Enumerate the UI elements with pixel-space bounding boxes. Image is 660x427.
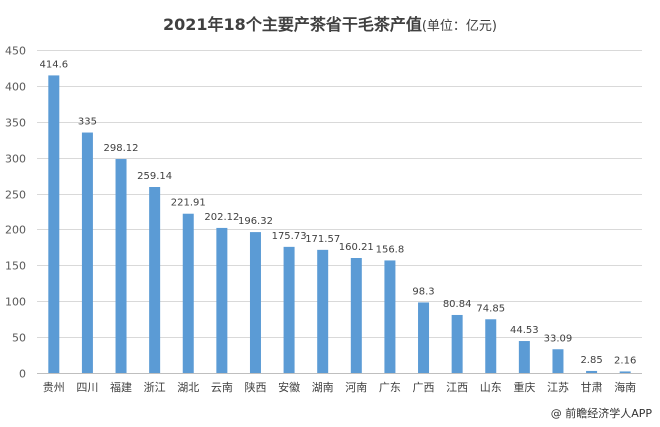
bar bbox=[249, 232, 261, 373]
bars bbox=[48, 75, 631, 373]
data-label: 335 bbox=[78, 117, 97, 128]
data-label: 98.3 bbox=[412, 286, 434, 297]
data-label: 74.85 bbox=[476, 303, 505, 314]
data-label: 2.85 bbox=[580, 355, 602, 366]
y-tick-label: 150 bbox=[5, 260, 26, 273]
y-tick-label: 50 bbox=[12, 332, 26, 345]
credit-watermark: @ 前瞻经济学人APP bbox=[551, 406, 653, 420]
y-tick-label: 300 bbox=[5, 153, 26, 166]
y-tick-label: 200 bbox=[5, 224, 26, 237]
y-tick-label: 350 bbox=[5, 117, 26, 130]
y-tick-label: 100 bbox=[5, 296, 26, 309]
y-axis-ticks: 0 50 100 150 200 250 300 350 400 450 bbox=[5, 45, 26, 381]
x-tick-label: 山东 bbox=[480, 381, 502, 394]
y-tick-label: 250 bbox=[5, 189, 26, 202]
data-label: 221.91 bbox=[171, 198, 206, 209]
y-tick-label: 400 bbox=[5, 81, 26, 94]
bar bbox=[485, 319, 497, 373]
gridlines bbox=[37, 50, 642, 338]
x-tick-label: 四川 bbox=[76, 381, 98, 394]
data-label: 156.8 bbox=[376, 244, 405, 255]
x-tick-label: 广西 bbox=[413, 381, 435, 394]
bar bbox=[81, 132, 93, 373]
data-label: 160.21 bbox=[339, 242, 374, 253]
bar bbox=[48, 75, 60, 373]
x-tick-label: 海南 bbox=[614, 380, 636, 394]
bar bbox=[418, 302, 430, 373]
x-tick-label: 河南 bbox=[345, 381, 367, 394]
x-tick-label: 浙江 bbox=[144, 381, 166, 394]
x-tick-label: 湖北 bbox=[177, 381, 199, 394]
chart-title-main: 2021年18个主要产茶省干毛茶产值 bbox=[163, 15, 422, 34]
data-label: 202.12 bbox=[204, 212, 239, 223]
x-tick-label: 重庆 bbox=[513, 380, 535, 394]
bar bbox=[283, 246, 295, 373]
bar bbox=[317, 249, 329, 373]
data-label: 80.84 bbox=[443, 299, 472, 310]
x-tick-label: 福建 bbox=[110, 380, 132, 394]
bar bbox=[182, 213, 194, 373]
bar bbox=[619, 371, 631, 373]
data-label: 44.53 bbox=[510, 325, 539, 336]
bar bbox=[115, 159, 127, 373]
x-tick-label: 安徽 bbox=[278, 380, 300, 394]
y-tick-label: 450 bbox=[5, 45, 26, 58]
x-tick-label: 江西 bbox=[446, 381, 468, 394]
bar bbox=[518, 341, 530, 373]
chart-title: 2021年18个主要产茶省干毛茶产值(单位：亿元) bbox=[163, 15, 497, 34]
x-tick-label: 广东 bbox=[379, 381, 401, 394]
bar bbox=[149, 187, 161, 373]
data-label: 298.12 bbox=[104, 143, 139, 154]
data-label: 171.57 bbox=[305, 234, 340, 245]
data-label: 196.32 bbox=[238, 216, 273, 227]
bar bbox=[350, 258, 362, 373]
data-label: 175.73 bbox=[272, 231, 307, 242]
x-tick-label: 湖南 bbox=[312, 381, 334, 394]
data-label: 259.14 bbox=[137, 171, 172, 182]
bar bbox=[384, 260, 396, 373]
x-tick-label: 云南 bbox=[211, 381, 233, 394]
x-axis-ticks: 贵州 四川 福建 浙江 湖北 云南 陕西 安徽 湖南 河南 广东 广西 江西 山东 重庆 江苏 甘肃 海南 bbox=[43, 380, 636, 394]
data-label: 33.09 bbox=[544, 333, 573, 344]
x-tick-label: 甘肃 bbox=[581, 381, 603, 394]
bar bbox=[451, 314, 463, 373]
bar bbox=[552, 349, 564, 373]
data-label: 2.16 bbox=[614, 355, 636, 366]
y-tick-label: 0 bbox=[19, 368, 26, 381]
x-tick-label: 陕西 bbox=[244, 380, 266, 394]
bar bbox=[216, 227, 228, 373]
x-tick-label: 江苏 bbox=[547, 381, 569, 394]
bar bbox=[586, 370, 598, 373]
data-label: 414.6 bbox=[39, 59, 68, 70]
x-tick-label: 贵州 bbox=[43, 381, 65, 394]
chart-title-unit: (单位：亿元) bbox=[422, 19, 497, 34]
